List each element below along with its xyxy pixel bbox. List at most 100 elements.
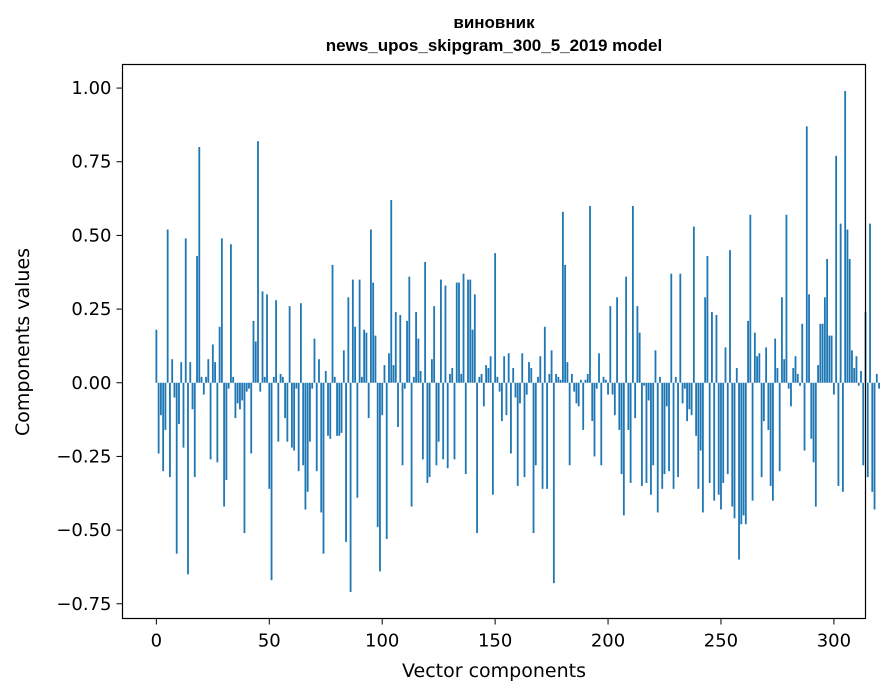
bar (641, 382, 643, 486)
bar (406, 320, 408, 383)
bar (724, 347, 727, 383)
chart-title-line1: виновник (453, 13, 535, 32)
bar (408, 276, 411, 383)
bar (735, 368, 738, 383)
bar (548, 373, 551, 383)
bar (446, 382, 449, 469)
bar (336, 382, 338, 436)
bar (787, 382, 790, 389)
bar (762, 382, 765, 422)
bar (625, 276, 628, 383)
bar (223, 382, 226, 507)
bar (577, 382, 580, 407)
bar (830, 335, 833, 383)
bar (650, 382, 652, 495)
bar (753, 332, 756, 383)
bar (175, 382, 178, 554)
bar (652, 382, 655, 466)
bar (875, 373, 878, 383)
bar (731, 382, 734, 507)
bar (523, 382, 526, 478)
bar (311, 382, 314, 389)
bar (878, 382, 880, 389)
bar (345, 382, 347, 542)
bar (636, 306, 639, 383)
bar (424, 261, 427, 383)
bar (248, 382, 250, 389)
bar (281, 376, 284, 383)
bar (220, 238, 223, 383)
bar (778, 382, 781, 472)
bar (505, 382, 508, 416)
bar (295, 382, 298, 389)
bar (869, 223, 871, 383)
bar (792, 368, 795, 383)
bar (711, 312, 713, 383)
x-tick-label: 150 (478, 631, 512, 652)
bar (598, 353, 600, 383)
bar (254, 341, 257, 383)
bar (239, 382, 241, 410)
bar (473, 294, 476, 383)
bar (860, 370, 862, 383)
bar (643, 382, 646, 386)
bar (516, 382, 519, 486)
bar (826, 258, 829, 383)
bar (722, 382, 725, 483)
bar (365, 332, 368, 383)
bar (600, 382, 603, 466)
bar (862, 382, 865, 466)
bar (654, 350, 657, 383)
bar (485, 365, 487, 383)
bar (679, 273, 682, 383)
bar (230, 244, 232, 383)
bar (541, 382, 544, 489)
bar (180, 362, 183, 383)
bar (491, 382, 494, 495)
bar (808, 294, 810, 383)
bar (835, 155, 838, 383)
bar (451, 368, 454, 383)
bar (200, 376, 203, 383)
bar (589, 205, 591, 383)
bar (591, 382, 594, 422)
bar (564, 264, 567, 383)
bar (507, 353, 510, 383)
bar (376, 382, 379, 528)
bar (616, 297, 618, 383)
bar (198, 147, 201, 383)
bar (209, 382, 212, 460)
bar (234, 382, 237, 419)
x-tick-label: 0 (151, 631, 162, 652)
x-axis-ticks: 0 50 100 150 200 250 300 (151, 618, 851, 652)
bar (372, 282, 375, 383)
bar (539, 356, 542, 383)
bar (315, 382, 318, 472)
bar (329, 382, 332, 439)
bar (266, 294, 268, 383)
bar (193, 382, 196, 478)
bar (744, 382, 747, 525)
bar (426, 382, 429, 483)
bar (171, 359, 174, 383)
bar (604, 379, 607, 383)
bar (848, 258, 851, 383)
bar (708, 382, 711, 483)
bar (530, 368, 533, 383)
bar (582, 382, 585, 430)
bar (681, 382, 684, 404)
bar (162, 382, 165, 472)
bar (557, 376, 560, 383)
bar (159, 382, 162, 416)
bar (783, 359, 786, 383)
bar (340, 382, 343, 433)
bar (514, 382, 517, 398)
bar (324, 370, 327, 383)
bar (726, 382, 729, 475)
bar (322, 382, 325, 554)
bar (593, 382, 596, 457)
bar (790, 382, 792, 407)
y-axis-ticks: −0.75 −0.50 −0.25 0.00 0.25 0.50 0.75 1.00 (56, 78, 123, 615)
x-tick-label: 50 (258, 631, 281, 652)
